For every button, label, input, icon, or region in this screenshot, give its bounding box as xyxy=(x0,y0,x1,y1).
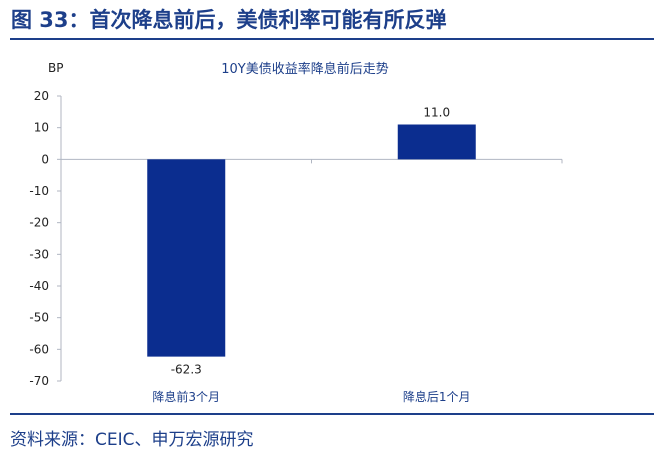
y-axis-unit-label: BP xyxy=(48,61,63,75)
y-axis: 20 10 0 -10 -20 -30 -40 -50 -60 -70 xyxy=(29,89,62,388)
chart-title: 10Y美债收益率降息前后走势 xyxy=(221,61,388,77)
y-tick-label: -60 xyxy=(29,342,49,356)
bar-1 xyxy=(147,159,226,357)
y-tick-label: -10 xyxy=(29,184,49,198)
y-tick-label: 20 xyxy=(34,89,49,103)
x-category-label: 降息前3个月 xyxy=(152,389,220,404)
y-tick-label: -30 xyxy=(29,247,49,261)
y-tick-label: 0 xyxy=(41,152,49,166)
bar-series: -62.3 11.0 xyxy=(147,106,476,377)
bar-chart: 10Y美债收益率降息前后走势 BP 20 10 0 -10 -20 -30 -40 -50 -6… xyxy=(29,61,563,404)
y-tick-label: 10 xyxy=(34,121,49,135)
y-tick-label: -20 xyxy=(29,216,49,230)
bar-value-label: -62.3 xyxy=(171,363,202,377)
bar-2 xyxy=(397,124,476,160)
y-tick-label: -70 xyxy=(29,374,49,388)
source-divider xyxy=(10,413,654,415)
title-divider xyxy=(10,38,654,40)
y-tick-label: -50 xyxy=(29,311,49,325)
source-note: 资料来源：CEIC、申万宏源研究 xyxy=(10,430,254,450)
figure-title: 图 33：首次降息前后，美债利率可能有所反弹 xyxy=(11,8,447,32)
x-axis: 降息前3个月 降息后1个月 xyxy=(60,158,563,404)
x-category-label: 降息后1个月 xyxy=(403,389,471,404)
bar-value-label: 11.0 xyxy=(423,106,450,120)
y-tick-label: -40 xyxy=(29,279,49,293)
